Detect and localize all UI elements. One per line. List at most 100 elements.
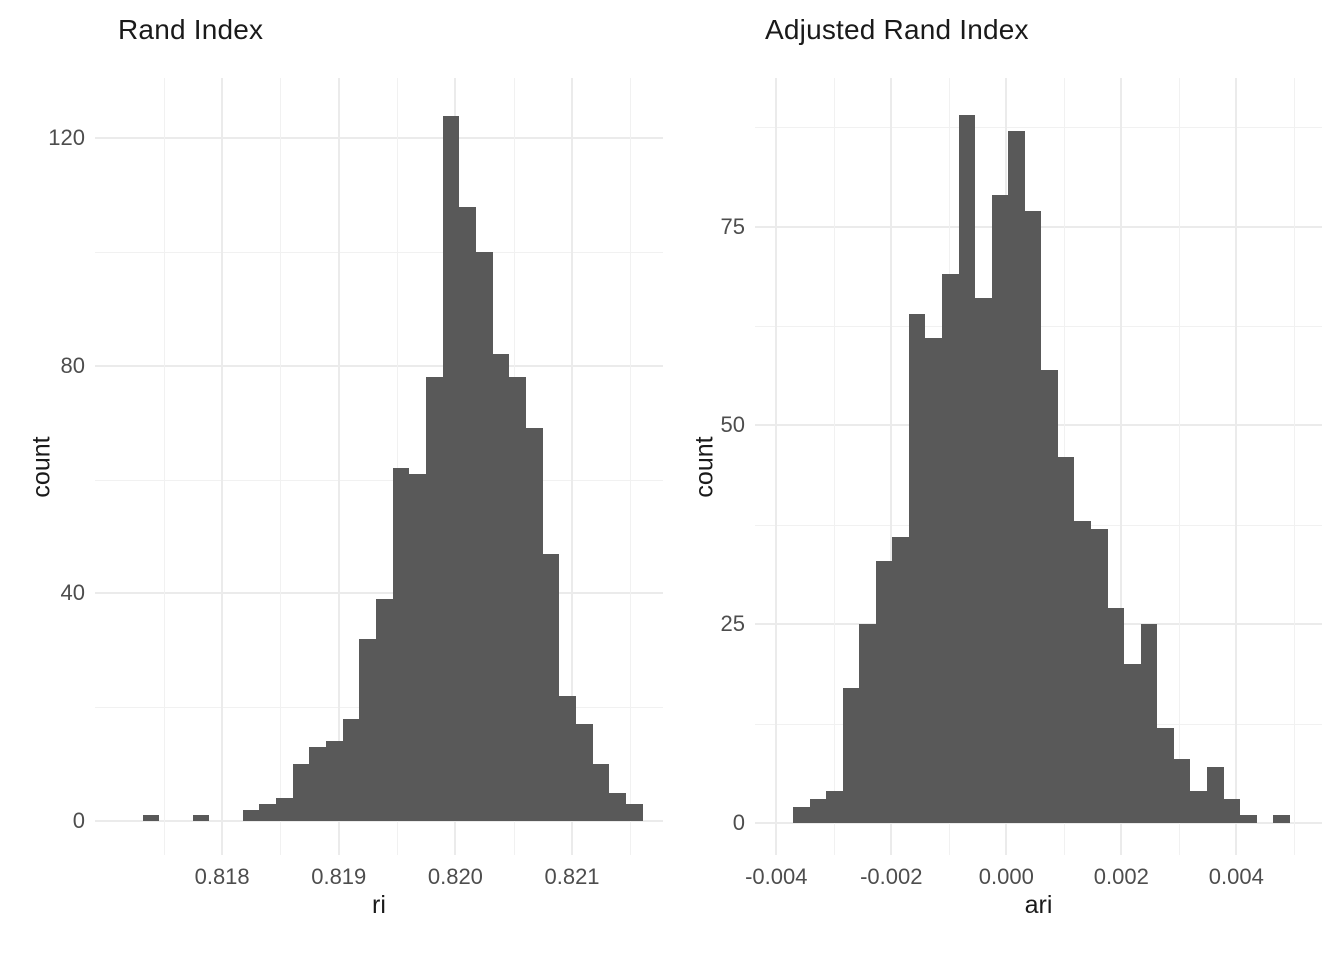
plot-title: Rand Index [118, 14, 264, 45]
histogram-bar [542, 553, 560, 821]
histogram-bar [476, 252, 493, 821]
x-minor-gridline [833, 78, 835, 855]
histogram-bar [908, 314, 926, 823]
y-tick-label: 0 [72, 808, 85, 833]
plot-title: Adjusted Rand Index [765, 14, 1029, 45]
histogram-bar [1173, 759, 1191, 823]
histogram-bar [576, 724, 593, 821]
histogram-bar [459, 206, 477, 821]
x-tick-label: 0.002 [1093, 864, 1149, 889]
histogram-bar [925, 337, 942, 823]
y-major-gridline [95, 137, 663, 140]
y-major-gridline [95, 364, 663, 367]
x-major-gridline [1235, 78, 1238, 855]
histogram-bar [991, 194, 1009, 823]
histogram-bar [392, 468, 410, 821]
y-major-gridline [755, 822, 1322, 824]
x-major-gridline [1120, 78, 1123, 855]
histogram-bar [426, 377, 443, 821]
y-major-gridline [95, 592, 663, 595]
histogram-bar [1024, 210, 1042, 823]
x-major-gridline [337, 78, 340, 855]
histogram-bar [376, 599, 393, 821]
x-tick-label: 0.819 [311, 864, 367, 889]
x-tick-label: 0.818 [194, 864, 250, 889]
histogram-bar [326, 741, 343, 821]
histogram-bar [1223, 799, 1241, 823]
plot-panel [95, 78, 663, 855]
histogram-bar [1008, 131, 1025, 823]
histogram-bar [192, 815, 210, 821]
histogram-bar [342, 718, 360, 821]
histogram-bar [1240, 815, 1257, 823]
histogram-bar [259, 803, 277, 821]
y-tick-label: 50 [720, 412, 745, 438]
y-tick-label: 40 [60, 580, 85, 606]
histogram-bar [609, 792, 627, 821]
plot-adjusted-rand-index: Adjusted Rand Index count ari -0.004 -0.0… [672, 0, 1344, 960]
y-major-gridline [95, 820, 663, 822]
x-tick-label: 0.821 [544, 864, 600, 889]
histogram-bar [1091, 528, 1108, 823]
histogram-bar [242, 809, 260, 821]
x-minor-gridline [630, 78, 632, 855]
x-major-gridline [775, 78, 778, 855]
histogram-bar [1140, 624, 1158, 823]
histogram-bar [309, 747, 327, 821]
y-minor-gridline [755, 127, 1322, 129]
histogram-bar [1107, 608, 1125, 823]
histogram-bar [859, 624, 876, 823]
y-minor-gridline [95, 252, 663, 254]
histogram-bar [809, 799, 827, 823]
x-tick-label: 0.004 [1208, 864, 1264, 889]
x-axis-title: ri [372, 891, 386, 919]
histogram-bar [1157, 727, 1174, 823]
y-tick-label: 25 [720, 611, 745, 637]
histogram-bar [875, 560, 893, 823]
x-minor-gridline [280, 78, 282, 855]
histogram-bar [1041, 369, 1058, 823]
histogram-bar [359, 638, 377, 821]
histogram-bar [592, 764, 610, 821]
histogram-bar [1057, 457, 1075, 823]
plot-panel [755, 78, 1322, 855]
x-tick-label: -0.004 [745, 864, 808, 889]
histogram-bar [559, 695, 577, 821]
x-minor-gridline [1293, 78, 1295, 855]
x-major-gridline [571, 78, 574, 855]
histogram-bar [509, 377, 527, 821]
x-tick-label: -0.002 [860, 864, 923, 889]
x-tick-label: 0.820 [427, 864, 483, 889]
histogram-bar [276, 798, 293, 821]
y-tick-label: 120 [48, 125, 85, 151]
x-major-gridline [221, 78, 224, 855]
histogram-bar [1273, 815, 1290, 823]
histogram-bar [492, 354, 510, 821]
y-tick-label: 75 [720, 213, 745, 239]
histogram-bar [626, 803, 643, 821]
histogram-bar [942, 274, 959, 823]
histogram-bar [142, 815, 160, 821]
x-minor-gridline [1178, 78, 1180, 855]
histogram-bar [975, 298, 992, 823]
histogram-bar [1190, 791, 1207, 823]
histogram-bar [1124, 663, 1141, 823]
histogram-bar [409, 473, 427, 821]
histogram-bar [442, 115, 460, 821]
histogram-bar [842, 687, 860, 823]
histogram-bar [292, 764, 310, 821]
x-axis-title: ari [1024, 891, 1053, 919]
histogram-bar [892, 536, 909, 823]
histogram-bar [526, 428, 543, 821]
histogram-bar [792, 807, 810, 823]
histogram-bar [1074, 520, 1092, 823]
histogram-bar [826, 791, 843, 823]
x-tick-label: 0.000 [978, 864, 1034, 889]
histogram-bar [958, 115, 976, 823]
x-minor-gridline [397, 78, 399, 855]
x-major-gridline [890, 78, 893, 855]
y-axis-title: count [690, 435, 719, 498]
x-minor-gridline [163, 78, 165, 855]
y-axis-title: count [27, 435, 56, 498]
